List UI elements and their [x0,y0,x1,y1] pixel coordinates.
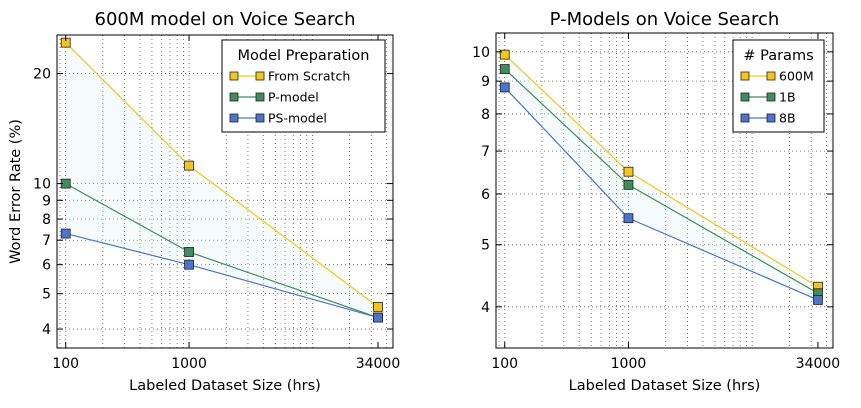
data-point [373,312,383,323]
series-3 [499,82,823,305]
y-tick-label: 10 [33,177,51,193]
legend-box [221,39,386,133]
legend-label: 1B [779,90,796,105]
legend-marker [766,71,776,81]
legend-marker [740,113,750,123]
data-point [499,64,510,74]
y-tick-label: 5 [481,238,490,254]
series-1 [60,37,383,312]
y-tick-label: 5 [42,287,51,303]
x-tick-label: 34000 [796,356,841,372]
y-tick-label: 9 [481,74,490,90]
y-tick-label: 8 [42,212,51,228]
x-grid [59,35,388,348]
legend-marker [229,113,239,123]
legend-label: From Scratch [268,69,350,84]
axes-frame [56,34,394,349]
y-tick-label: 9 [42,193,51,209]
data-point [499,82,510,93]
legend-marker [255,92,265,102]
data-point [373,301,383,312]
y-tick-label: 4 [42,322,51,338]
x-tick-label: 1000 [171,356,207,372]
legend-marker [255,71,265,81]
y-tick-label: 10 [472,45,490,61]
series-2 [499,64,823,299]
chart-2: 100 1000 34000 4 5 6 7 8 9 10 P-Models on Voice Se… [472,9,840,394]
legend: Model Preparation From Scratch P-model PS-m… [221,39,386,133]
data-point [623,213,634,224]
y-tick-label: 6 [481,187,490,203]
legend-marker [255,113,265,123]
x-axis-label: Labeled Dataset Size (hrs) [129,378,321,394]
axes-frame [495,32,834,349]
y-tick-label: 6 [42,258,51,274]
data-point [623,179,634,190]
x-tick-label: 1000 [611,356,647,372]
legend-marker [740,92,750,102]
y-tick-label: 8 [481,107,490,123]
series-1 [499,49,823,292]
legend-title: Model Preparation [238,48,370,64]
series-3 [60,228,383,323]
legend-label: 600M [779,69,814,84]
legend-marker [740,71,750,81]
y-tick-label: 20 [33,67,51,83]
data-point [184,259,194,270]
y-axis-label: Word Error Rate (%) [8,119,24,264]
x-tick-label: 100 [52,356,79,372]
chart-title: 600M model on Voice Search [95,9,356,30]
y-tick-label: 7 [42,233,51,249]
x-tick-label: 100 [491,356,518,372]
data-point [184,160,194,171]
data-point [623,166,634,177]
legend-marker [229,71,239,81]
legend-title: # Params [743,48,813,64]
chart-title: P-Models on Voice Search [550,9,780,30]
y-tick-label: 4 [481,300,490,316]
data-point [499,49,510,60]
legend-marker [766,92,776,102]
legend-marker [766,113,776,123]
x-tick-label: 34000 [356,356,401,372]
data-point [60,228,71,239]
legend: # Params 600M 1B 8B [732,39,825,133]
data-point [813,295,823,305]
legend-label: 8B [779,111,796,126]
x-axis-label: Labeled Dataset Size (hrs) [569,378,761,394]
chart-1: 100 1000 34000 4 5 6 7 8 910 20 600M model on Voic… [8,9,400,394]
data-point [184,247,194,257]
legend-label: P-model [268,90,319,105]
y-tick-label: 7 [481,144,490,160]
legend-label: PS-model [268,111,327,126]
legend-marker [229,92,239,102]
